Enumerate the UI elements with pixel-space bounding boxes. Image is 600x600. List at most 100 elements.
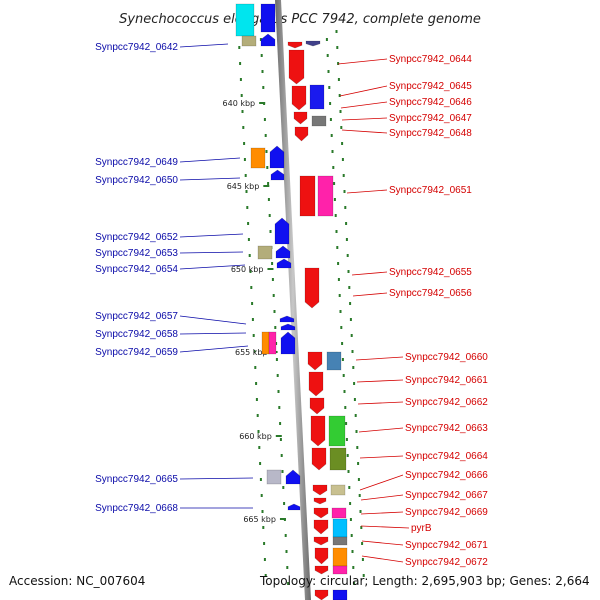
gene-feature[interactable]	[314, 547, 329, 565]
gene-feature[interactable]	[287, 41, 303, 49]
ring-guide-dot	[332, 166, 335, 169]
gene-feature[interactable]	[275, 245, 291, 259]
ring-guide-dot	[275, 342, 278, 345]
gene-labels: Synpcc7942_0642 Synpcc7942_0649 Synpcc7942…	[95, 42, 488, 568]
gene-label: Synpcc7942_0668	[95, 503, 178, 514]
gene-feature[interactable]	[332, 518, 348, 538]
ring-guide-dot	[269, 230, 272, 233]
ring-guide-dot	[354, 414, 357, 417]
accession-label: Accession: NC_007604	[9, 574, 146, 588]
ring-guide-dot	[349, 318, 352, 321]
gene-label: Synpcc7942_0665	[95, 474, 178, 485]
label-leader-line	[337, 58, 388, 65]
gene-feature[interactable]	[309, 84, 325, 110]
gene-feature[interactable]	[314, 565, 329, 575]
gene-feature[interactable]	[270, 169, 285, 181]
gene-feature[interactable]	[276, 258, 292, 269]
ring-guide-dot	[248, 254, 251, 257]
ring-guide-dot	[349, 502, 352, 505]
gene-feature[interactable]	[331, 507, 347, 519]
ring-guide-dot	[243, 142, 246, 145]
gene-feature[interactable]	[317, 175, 334, 217]
ring-guide-dot	[343, 190, 346, 193]
gene-feature[interactable]	[332, 547, 348, 567]
ring-guide-dot	[251, 318, 254, 321]
gene-label: Synpcc7942_0651	[389, 185, 472, 196]
gene-feature[interactable]	[294, 126, 309, 142]
gene-feature[interactable]	[269, 145, 285, 169]
gene-feature[interactable]	[307, 351, 323, 371]
gene-feature[interactable]	[313, 519, 329, 535]
gene-feature[interactable]	[328, 415, 346, 447]
ring-guide-dot	[283, 502, 286, 505]
ring-guide-dot	[336, 246, 339, 249]
label-leader-line	[359, 474, 404, 491]
gene-feature[interactable]	[235, 3, 255, 37]
ring-guide-dot	[353, 582, 356, 585]
gene-feature[interactable]	[250, 147, 266, 169]
ring-guide-dot	[267, 182, 270, 185]
gene-feature[interactable]	[332, 565, 348, 575]
gene-feature[interactable]	[257, 245, 273, 260]
gene-feature[interactable]	[313, 507, 329, 519]
label-leaders	[179, 43, 410, 563]
ring-guide-dot	[262, 86, 265, 89]
gene-feature[interactable]	[266, 469, 282, 485]
gene-feature[interactable]	[330, 484, 346, 496]
gene-feature[interactable]	[309, 397, 325, 415]
gene-feature[interactable]	[274, 217, 290, 245]
gene-feature[interactable]	[260, 3, 276, 33]
gene-feature[interactable]	[312, 484, 328, 496]
ring-guide-dot	[340, 126, 343, 129]
ring-guide-dot	[346, 254, 349, 257]
gene-feature[interactable]	[308, 371, 324, 397]
ring-guide-dot	[334, 214, 337, 217]
gene-feature[interactable]	[305, 40, 321, 47]
gene-feature[interactable]	[291, 85, 307, 111]
ring-guide-dot	[347, 470, 350, 473]
gene-feature[interactable]	[285, 469, 301, 485]
ring-guide-dot	[253, 350, 256, 353]
gene-label: Synpcc7942_0663	[405, 423, 488, 434]
ring-guides	[237, 30, 365, 585]
ring-guide-dot	[268, 214, 271, 217]
gene-feature[interactable]	[310, 415, 326, 447]
ring-guide-dot	[341, 342, 344, 345]
gene-feature[interactable]	[288, 49, 305, 85]
gene-feature[interactable]	[332, 589, 348, 600]
gene-feature[interactable]	[260, 33, 276, 47]
gene-feature[interactable]	[311, 115, 327, 127]
gene-feature[interactable]	[314, 589, 329, 600]
gene-feature[interactable]	[332, 536, 348, 546]
gene-feature[interactable]	[261, 331, 270, 355]
label-leader-line	[179, 332, 247, 335]
ring-guide-dot	[325, 38, 328, 41]
ring-guide-dot	[285, 550, 288, 553]
gene-feature[interactable]	[280, 331, 296, 355]
ring-guide-dot	[262, 526, 265, 529]
ring-guide-dot	[345, 238, 348, 241]
gene-feature[interactable]	[311, 447, 327, 471]
ring-guide-dot	[350, 534, 353, 537]
gene-label: Synpcc7942_0656	[389, 288, 472, 299]
gene-feature[interactable]	[313, 536, 329, 546]
label-leader-line	[357, 401, 404, 405]
gene-feature[interactable]	[304, 267, 320, 309]
gene-feature[interactable]	[241, 35, 257, 47]
label-leader-line	[179, 43, 229, 48]
gene-feature[interactable]	[299, 175, 316, 217]
ring-guide-dot	[346, 454, 349, 457]
gene-feature[interactable]	[268, 331, 277, 355]
gene-feature[interactable]	[280, 323, 296, 331]
ring-guide-dot	[257, 430, 260, 433]
ring-guide-dot	[341, 358, 344, 361]
gene-feature[interactable]	[293, 111, 308, 125]
gene-label: Synpcc7942_0645	[389, 81, 472, 92]
gene-feature[interactable]	[313, 497, 327, 505]
gene-feature[interactable]	[279, 315, 295, 323]
scale-tick-label: 665 kbp	[243, 515, 276, 524]
gene-feature[interactable]	[326, 351, 342, 371]
ring-guide-dot	[278, 406, 281, 409]
gene-feature[interactable]	[287, 503, 301, 511]
gene-feature[interactable]	[329, 447, 347, 471]
